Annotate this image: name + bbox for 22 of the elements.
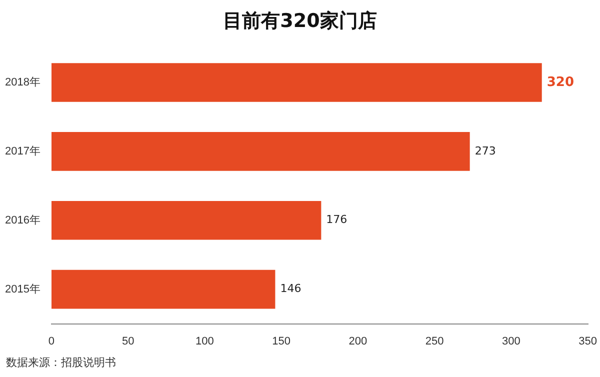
bar: [51, 63, 542, 102]
x-tick-label: 150: [272, 335, 291, 348]
bar: [51, 132, 470, 171]
source-note: 数据来源：招股说明书: [6, 355, 116, 370]
data-label: 146: [280, 282, 302, 296]
x-tick-label: 200: [348, 335, 368, 348]
y-tick-label: 2016年: [4, 214, 40, 226]
x-tick-label: 350: [578, 335, 598, 348]
x-tick-label: 0: [48, 335, 55, 348]
data-label: 273: [474, 144, 496, 158]
y-tick-label: 2018年: [4, 76, 40, 89]
bar: [51, 270, 276, 309]
x-tick-label: 100: [196, 335, 214, 348]
x-tick-label: 50: [122, 335, 134, 348]
x-tick-label: 250: [425, 335, 444, 348]
y-tick-label: 2015年: [4, 283, 40, 296]
bar: [51, 200, 322, 240]
data-label: 320: [546, 74, 574, 90]
data-label: 176: [326, 213, 348, 226]
y-tick-label: 2017年: [4, 145, 40, 158]
x-tick-label: 300: [502, 335, 520, 348]
chart-title: 目前有320家门店: [222, 9, 378, 34]
